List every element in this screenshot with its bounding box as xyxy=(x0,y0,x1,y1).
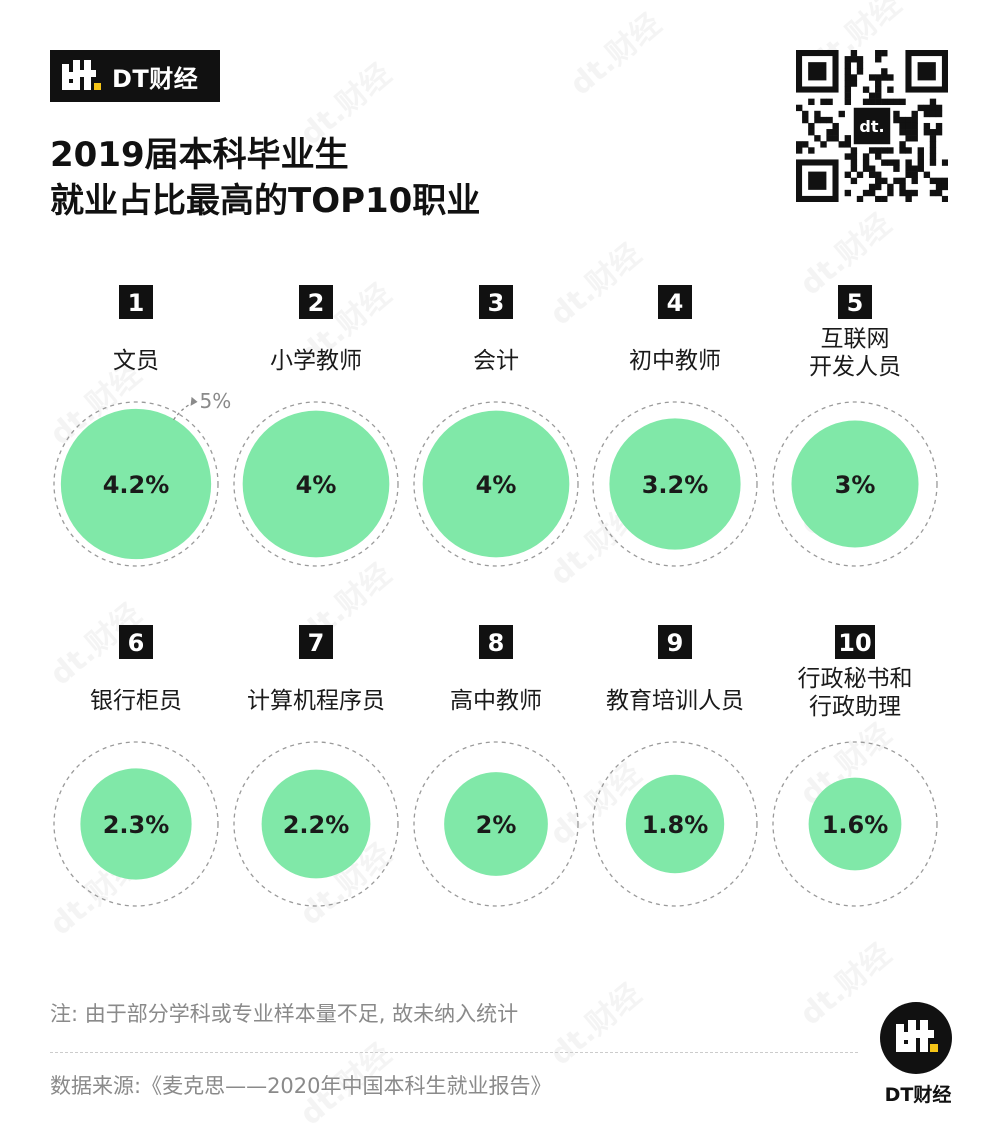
value-label: 4% xyxy=(476,471,517,499)
rank-label: 8 xyxy=(488,629,505,657)
job-label: 小学教师 xyxy=(270,348,362,374)
rank-label: 3 xyxy=(488,289,505,317)
value-label: 4% xyxy=(296,471,337,499)
brand-logo: DT财经 xyxy=(50,50,220,102)
value-label: 4.2% xyxy=(103,471,170,499)
footer-divider xyxy=(50,1052,858,1053)
job-label: 行政秘书和 xyxy=(798,666,913,692)
footnote: 注: 由于部分学科或专业样本量不足, 故未纳入统计 xyxy=(50,1002,519,1026)
value-label: 1.6% xyxy=(822,811,889,839)
brand-footer-text: DT财经 xyxy=(884,1084,952,1106)
chart-item: 7 计算机程序员 2.2% xyxy=(233,625,399,907)
job-label: 互联网 xyxy=(821,326,890,352)
chart-item: 8 高中教师 2% xyxy=(413,625,579,907)
rank-badge xyxy=(658,285,692,319)
chart-item: 3 会计 4% xyxy=(413,285,579,567)
job-label: 银行柜员 xyxy=(90,688,182,714)
value-bubble xyxy=(80,768,192,880)
data-source: 数据来源:《麦克思——2020年中国本科生就业报告》 xyxy=(50,1074,552,1098)
job-label: 初中教师 xyxy=(629,348,721,374)
chart-item: 2 小学教师 4% xyxy=(233,285,399,567)
rank-badge xyxy=(299,285,333,319)
rank-badge xyxy=(119,285,153,319)
rank-badge xyxy=(299,625,333,659)
value-bubble xyxy=(808,777,902,871)
reference-label: 5% xyxy=(200,389,232,413)
page-title: 2019届本科毕业生 就业占比最高的TOP10职业 xyxy=(50,132,480,224)
reference-ring xyxy=(592,401,758,567)
rank-label: 2 xyxy=(308,289,325,317)
reference-ring xyxy=(772,401,938,567)
rank-badge xyxy=(835,625,875,659)
job-label: 教育培训人员 xyxy=(606,688,744,714)
title-line-1: 2019届本科毕业生 xyxy=(50,135,349,175)
rank-badge xyxy=(479,625,513,659)
dt-logo-icon xyxy=(896,1020,938,1052)
value-label: 2% xyxy=(476,811,517,839)
value-label: 1.8% xyxy=(642,811,709,839)
rank-label: 7 xyxy=(308,629,325,657)
job-label: 开发人员 xyxy=(809,354,901,380)
dt-logo-icon xyxy=(62,60,101,90)
job-label: 高中教师 xyxy=(450,688,542,714)
svg-text:dt.: dt. xyxy=(859,117,884,136)
value-label: 3.2% xyxy=(642,471,709,499)
reference-ring xyxy=(592,741,758,907)
title-line-2: 就业占比最高的TOP10职业 xyxy=(50,181,481,221)
reference-ring xyxy=(772,741,938,907)
reference-ring xyxy=(413,401,579,567)
value-bubble xyxy=(261,769,371,879)
value-bubble xyxy=(625,774,725,874)
value-bubble xyxy=(791,420,919,548)
job-label: 文员 xyxy=(113,348,159,374)
rank-label: 1 xyxy=(128,289,145,317)
value-label: 2.2% xyxy=(283,811,350,839)
value-label: 2.3% xyxy=(103,811,170,839)
value-bubble xyxy=(60,408,212,560)
job-label: 计算机程序员 xyxy=(247,688,385,714)
rank-label: 6 xyxy=(128,629,145,657)
rank-badge xyxy=(119,625,153,659)
reference-arrowhead xyxy=(190,396,198,406)
chart-item: 9 教育培训人员 1.8% xyxy=(592,625,758,907)
value-bubble xyxy=(242,410,390,558)
rank-badge xyxy=(479,285,513,319)
value-bubble xyxy=(422,410,570,558)
reference-ring xyxy=(53,741,219,907)
value-bubble xyxy=(444,772,548,876)
value-bubble xyxy=(609,418,741,550)
logo-text: DT财经 xyxy=(112,64,199,93)
rank-badge xyxy=(658,625,692,659)
chart-item: 6 银行柜员 2.3% xyxy=(53,625,219,907)
job-label: 行政助理 xyxy=(809,694,901,720)
rank-label: 4 xyxy=(667,289,684,317)
qr-code-icon: dt. xyxy=(796,50,948,202)
value-label: 3% xyxy=(835,471,876,499)
chart-item: 4 初中教师 3.2% xyxy=(592,285,758,567)
reference-ring xyxy=(233,401,399,567)
rank-label: 10 xyxy=(838,629,871,657)
reference-ring xyxy=(233,741,399,907)
chart-item: 1 文员 4.2% 5% xyxy=(53,285,232,567)
brand-badge xyxy=(880,1002,952,1074)
reference-ring xyxy=(413,741,579,907)
rank-label: 5 xyxy=(847,289,864,317)
job-label: 会计 xyxy=(473,348,519,374)
reference-ring xyxy=(53,401,219,567)
rank-label: 9 xyxy=(667,629,684,657)
rank-badge xyxy=(838,285,872,319)
